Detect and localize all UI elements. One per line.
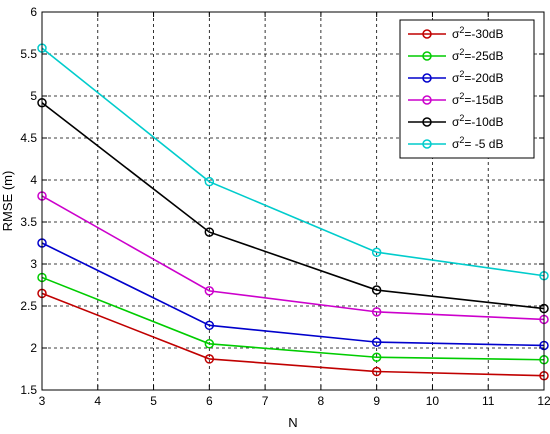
data-point <box>204 286 215 296</box>
data-point <box>371 366 382 377</box>
series-line <box>41 276 545 361</box>
series <box>37 43 549 381</box>
legend-entry: σ2=-30dB <box>408 25 503 41</box>
legend-marker <box>422 51 432 61</box>
x-tick-label: 11 <box>482 394 495 408</box>
series-line <box>41 242 545 347</box>
data-point <box>204 227 215 237</box>
data-point <box>371 285 382 295</box>
legend-marker <box>422 95 432 105</box>
y-tick-label: 4.5 <box>20 131 37 145</box>
data-point <box>204 176 215 187</box>
legend-label: σ2=-25dB <box>452 47 503 63</box>
series-line <box>41 292 545 377</box>
y-tick-label: 2.5 <box>20 299 37 313</box>
x-axis-label: N <box>288 415 297 430</box>
series-line <box>41 47 545 277</box>
y-tick-label: 5 <box>30 89 37 103</box>
legend-marker <box>422 139 432 149</box>
legend-label: σ2=-20dB <box>452 69 503 85</box>
legend-label: σ2=-30dB <box>452 25 503 41</box>
legend-entry: σ2=-20dB <box>408 69 503 85</box>
x-tick-label: 6 <box>206 394 213 408</box>
legend: σ2=-30dB σ2=-25dB σ2=-20dB σ2=-15dB σ2=-10dB… <box>399 19 535 159</box>
x-tick-label: 10 <box>426 394 440 408</box>
data-point <box>371 307 382 317</box>
legend-box <box>399 19 535 159</box>
y-tick-label: 5.5 <box>20 47 37 61</box>
plot-frame <box>41 11 545 391</box>
data-point <box>371 337 382 347</box>
y-tick-label: 2 <box>30 341 37 355</box>
y-tick-label: 1.5 <box>20 383 37 397</box>
legend-marker <box>422 29 432 39</box>
legend-marker <box>422 73 432 83</box>
data-point <box>371 247 382 257</box>
y-tick-label: 4 <box>30 173 37 187</box>
legend-entry: σ2=-15dB <box>408 91 503 107</box>
x-tick-label: 4 <box>94 394 101 408</box>
legend-marker <box>422 117 432 127</box>
x-tick-label: 3 <box>39 394 46 408</box>
data-point <box>204 339 215 349</box>
x-tick-label: 5 <box>150 394 157 408</box>
y-axis-label: RMSE (m) <box>0 171 15 232</box>
legend-label: σ2=-15dB <box>452 91 503 107</box>
series-line <box>41 102 545 310</box>
data-point <box>204 320 215 331</box>
legend-entry: σ2=-10dB <box>408 113 503 129</box>
data-point <box>204 354 215 364</box>
x-tick-label: 8 <box>318 394 325 408</box>
legend-label: σ2=-10dB <box>452 113 503 129</box>
y-tick-label: 3 <box>30 257 37 271</box>
x-tick-label: 9 <box>373 394 380 408</box>
legend-label: σ2= -5 dB <box>452 135 503 151</box>
axis-ticks: 3 4 5 6 7 8 9 10 11 12 1.5 2 2.5 3 3.5 4 4.5 5 5.5 6 <box>20 5 550 408</box>
x-tick-label: 7 <box>262 394 269 408</box>
x-tick-label: 12 <box>537 394 550 408</box>
legend-entry: σ2=-25dB <box>408 47 503 63</box>
series-line <box>41 195 545 321</box>
y-tick-label: 6 <box>30 5 37 19</box>
legend-entry: σ2= -5 dB <box>408 135 503 151</box>
data-point <box>371 352 382 362</box>
y-tick-label: 3.5 <box>20 215 37 229</box>
